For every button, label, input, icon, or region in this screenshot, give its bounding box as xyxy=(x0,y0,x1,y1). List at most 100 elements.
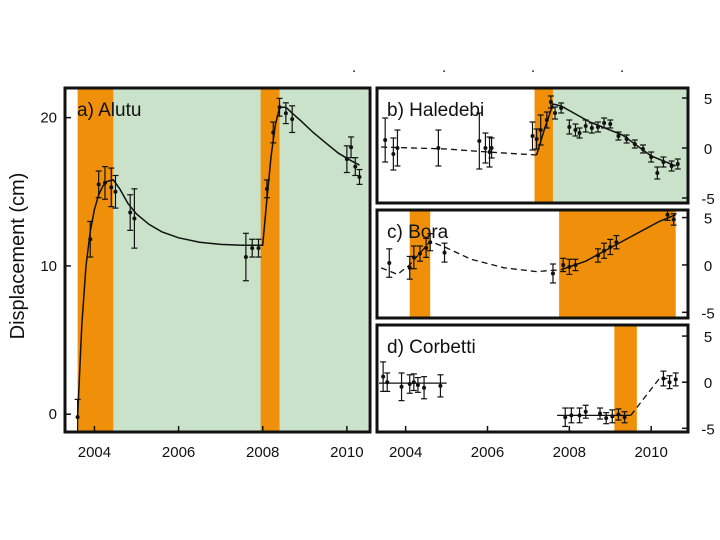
data-point xyxy=(128,210,133,215)
data-point xyxy=(132,216,137,221)
panel-frame xyxy=(63,86,372,434)
relaxation-band xyxy=(279,88,368,432)
data-point xyxy=(417,251,422,256)
y-tick-label: 5 xyxy=(704,211,712,228)
data-point xyxy=(487,150,492,154)
relaxation-band xyxy=(552,88,688,203)
data-point xyxy=(561,262,566,267)
data-point xyxy=(438,383,443,388)
data-point xyxy=(88,237,93,242)
data-point xyxy=(383,138,388,142)
data-point xyxy=(264,186,269,191)
data-point xyxy=(553,111,558,115)
data-point xyxy=(113,189,118,194)
data-point xyxy=(583,409,588,414)
data-point xyxy=(624,137,629,141)
data-point xyxy=(411,380,416,385)
data-point xyxy=(550,271,555,276)
data-point xyxy=(415,382,420,387)
data-point xyxy=(353,164,358,169)
uplift-band xyxy=(534,88,553,203)
data-point xyxy=(477,139,482,143)
y-tick-label: 0 xyxy=(49,406,57,423)
data-point xyxy=(567,264,572,269)
data-point xyxy=(577,413,582,418)
data-point xyxy=(608,122,613,126)
data-point xyxy=(442,250,447,255)
stray-mark: . xyxy=(620,59,624,76)
data-point xyxy=(661,160,666,164)
data-point xyxy=(271,130,276,135)
data-point xyxy=(661,376,666,381)
data-point xyxy=(595,253,600,258)
x-tick-label: 2004 xyxy=(389,444,422,461)
data-point xyxy=(602,248,607,253)
data-point xyxy=(604,416,609,421)
data-point xyxy=(616,134,621,138)
data-point xyxy=(567,125,572,129)
data-point xyxy=(96,182,101,187)
plot-area xyxy=(379,325,679,432)
stray-mark: . xyxy=(531,59,535,76)
panel-frame xyxy=(375,86,690,205)
data-point xyxy=(610,414,615,419)
y-tick-label: 20 xyxy=(40,110,57,127)
panel-title: c) Bora xyxy=(387,222,449,243)
data-point xyxy=(538,128,543,132)
data-point xyxy=(109,185,114,190)
x-tick-label: 2006 xyxy=(471,444,504,461)
data-point xyxy=(424,245,429,250)
data-point xyxy=(357,174,362,179)
data-point xyxy=(391,152,396,156)
panel-frame xyxy=(375,208,690,320)
y-tick-label: -5 xyxy=(701,305,714,322)
data-point xyxy=(277,105,282,110)
x-tick-label: 2008 xyxy=(553,444,586,461)
data-point xyxy=(422,385,427,390)
data-point xyxy=(428,240,433,245)
data-point xyxy=(673,377,678,382)
data-point xyxy=(640,147,645,151)
data-point xyxy=(530,134,535,138)
data-point xyxy=(595,125,600,129)
uplift-band xyxy=(77,88,114,432)
data-point xyxy=(411,255,416,260)
panel-title: b) Haledebi xyxy=(387,100,484,121)
y-tick-label: 5 xyxy=(704,91,712,108)
data-point xyxy=(290,117,295,122)
x-tick-label: 2010 xyxy=(330,444,363,461)
uplift-band xyxy=(614,325,637,432)
plot-area xyxy=(74,88,368,432)
data-point xyxy=(387,261,392,266)
y-tick-label: -5 xyxy=(701,191,714,208)
x-tick-label: 2008 xyxy=(246,444,279,461)
y-tick-label: 0 xyxy=(704,141,712,158)
panel-title: d) Corbetti xyxy=(387,337,476,358)
data-point xyxy=(632,142,637,146)
data-point xyxy=(349,145,354,150)
data-point xyxy=(573,128,578,132)
data-point xyxy=(573,262,578,267)
dashed-model-line xyxy=(380,240,562,276)
data-point xyxy=(577,131,582,135)
panel-frame xyxy=(375,323,690,434)
data-point xyxy=(399,384,404,389)
uplift-band xyxy=(260,88,280,432)
plot-area xyxy=(380,210,677,318)
data-point xyxy=(344,157,349,162)
y-tick-label: 0 xyxy=(704,375,712,392)
stray-mark: . xyxy=(352,59,356,76)
data-point xyxy=(385,380,390,385)
dashed-model-line xyxy=(381,146,537,156)
data-point xyxy=(407,265,412,270)
data-point xyxy=(598,411,603,416)
x-tick-label: 2004 xyxy=(78,444,111,461)
panel-alutu: a) Alutu 0 10 20 2004 2006 2008 2010 xyxy=(40,86,372,461)
data-point xyxy=(608,244,613,249)
model-fit-line xyxy=(535,103,676,167)
data-point xyxy=(616,412,621,417)
data-point xyxy=(602,121,607,125)
data-point xyxy=(667,380,672,385)
data-point xyxy=(675,162,680,166)
